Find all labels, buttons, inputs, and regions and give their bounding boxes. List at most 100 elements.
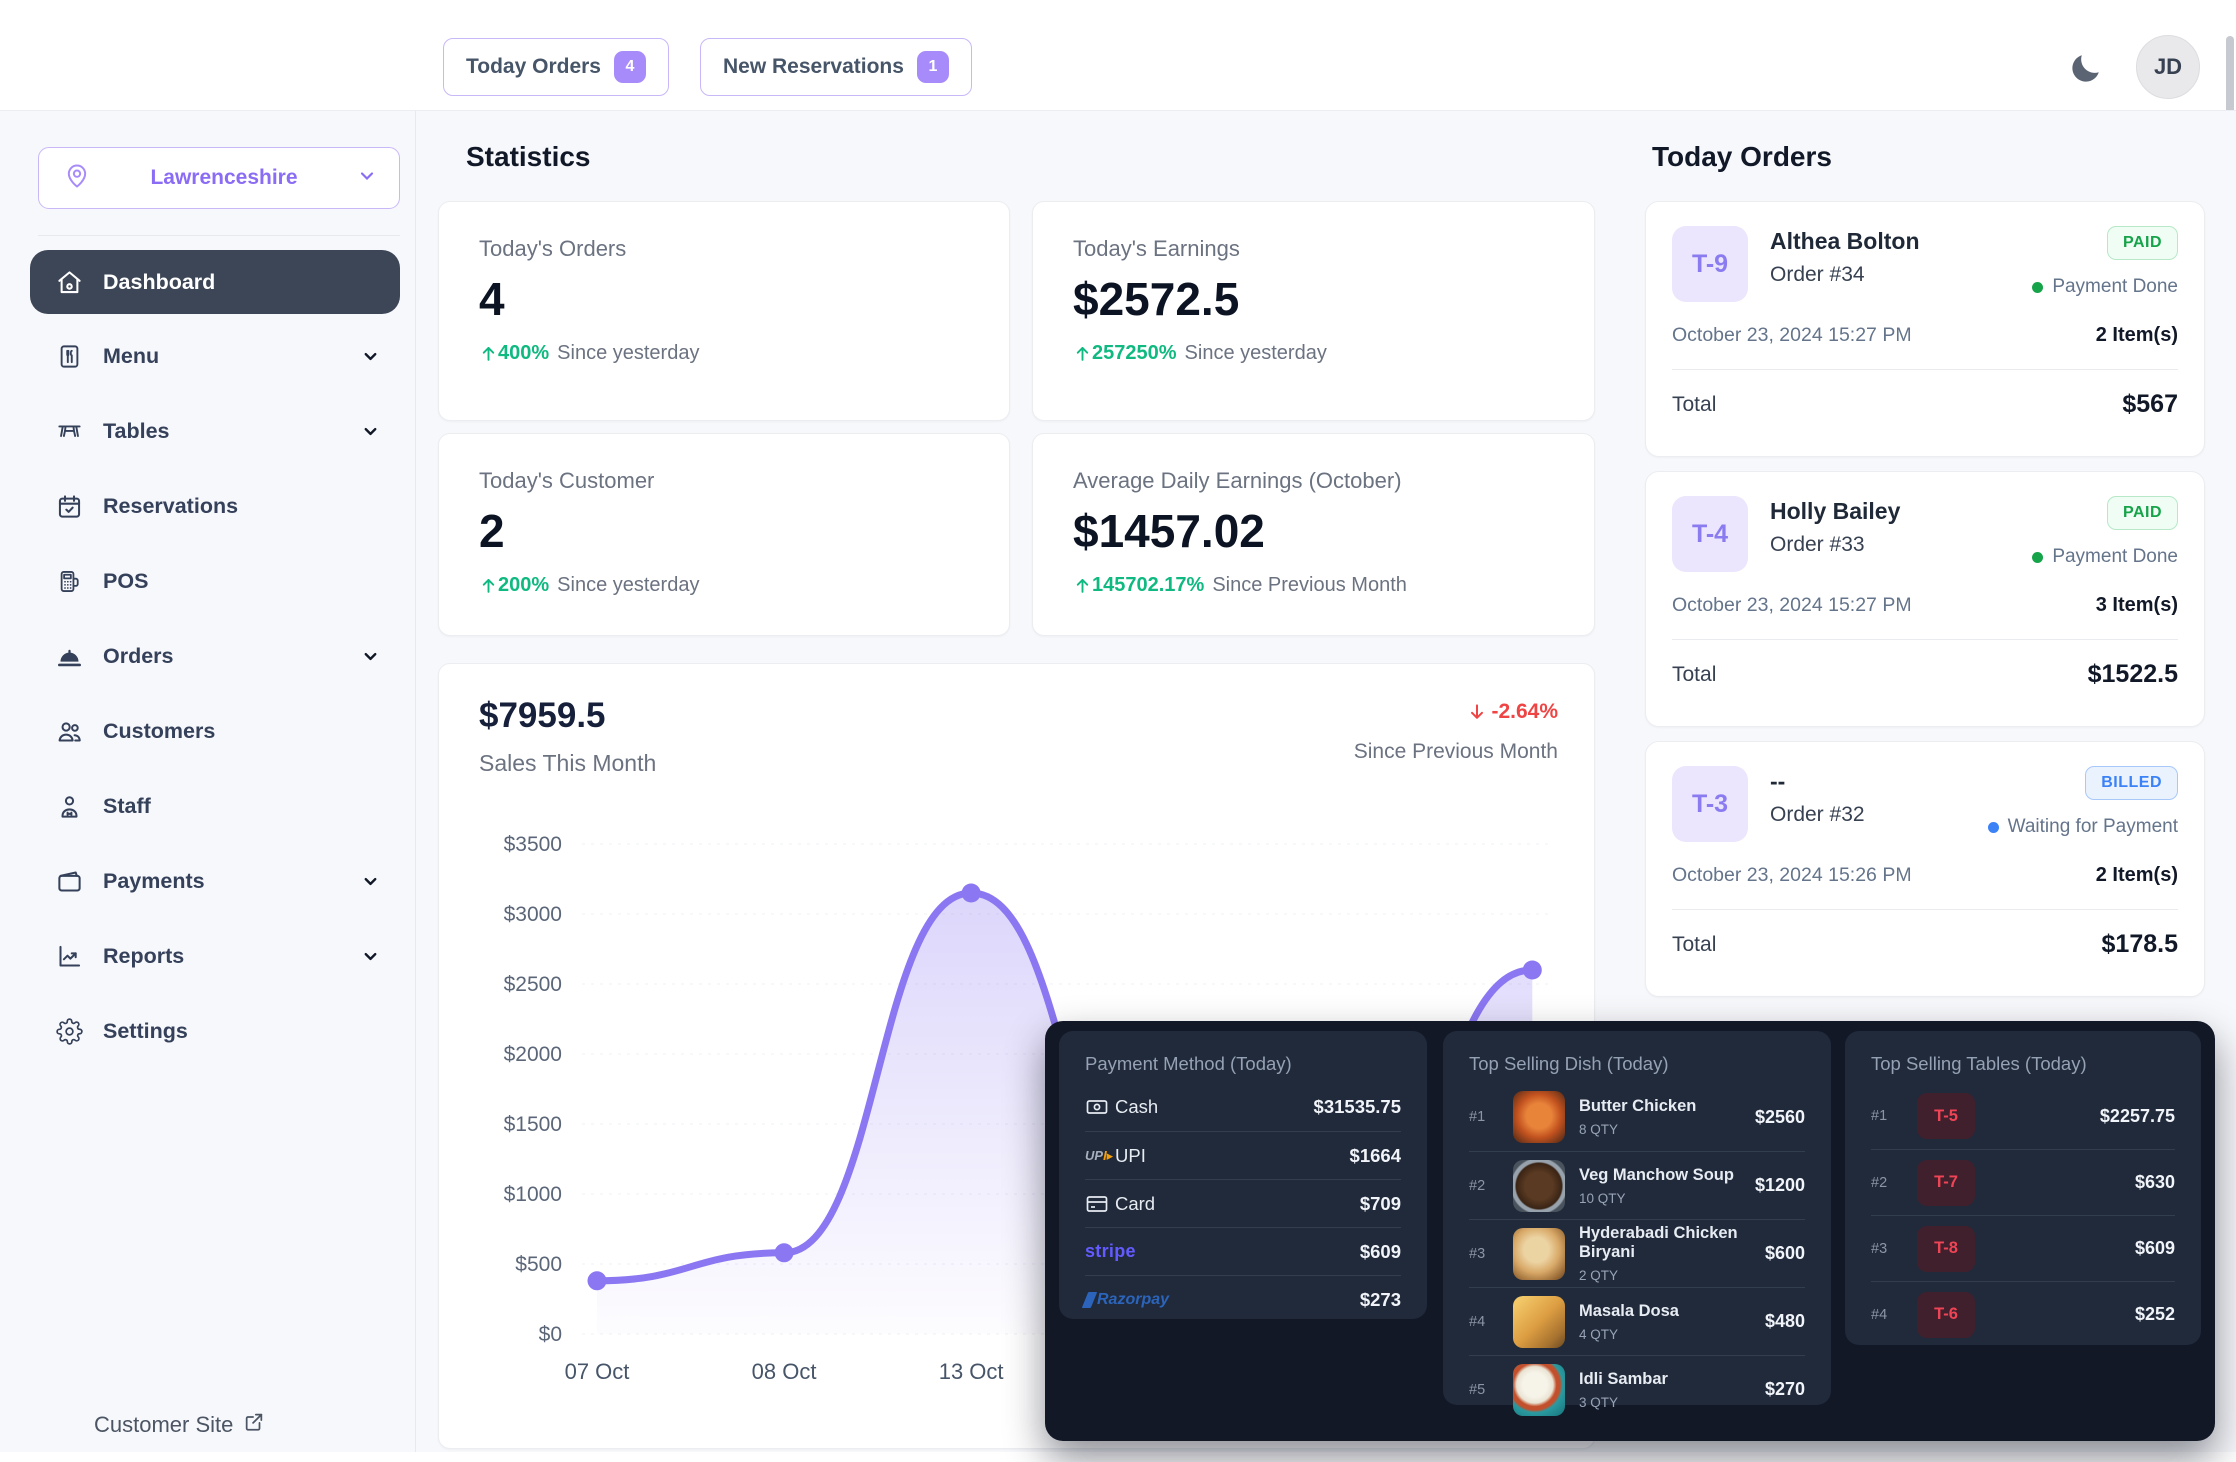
data-point[interactable] bbox=[774, 1243, 794, 1263]
customer-name: Holly Bailey bbox=[1770, 498, 1901, 524]
sidebar-item-payments[interactable]: Payments bbox=[30, 844, 400, 919]
dish-name: Idli Sambar bbox=[1579, 1369, 1668, 1388]
status-badge: PAID bbox=[2106, 496, 2178, 530]
sidebar-item-label: Payments bbox=[103, 869, 205, 893]
sidebar-item-label: Tables bbox=[103, 419, 170, 443]
cash-icon bbox=[1085, 1095, 1115, 1119]
card-icon bbox=[1085, 1192, 1115, 1216]
chevron-down-icon bbox=[361, 347, 380, 366]
sidebar-item-settings[interactable]: Settings bbox=[30, 994, 400, 1069]
dish-revenue: $2560 bbox=[1754, 1106, 1805, 1127]
order-card[interactable]: T-3 -- Order #32 BILLED Waiting for Paym… bbox=[1645, 741, 2205, 997]
customers-icon bbox=[56, 718, 83, 745]
y-axis-tick-label: $1500 bbox=[504, 1113, 562, 1136]
order-number: Order #34 bbox=[1770, 263, 1865, 286]
table-revenue: $252 bbox=[2134, 1304, 2175, 1324]
rank-label: #2 bbox=[1871, 1174, 1888, 1191]
order-total: $178.5 bbox=[2101, 930, 2178, 958]
dish-qty: 3 QTY bbox=[1579, 1394, 1619, 1410]
top-selling-dish-title: Top Selling Dish (Today) bbox=[1469, 1053, 1669, 1074]
sidebar-item-reservations[interactable]: Reservations bbox=[30, 469, 400, 544]
arrow-up-icon bbox=[1076, 347, 1089, 361]
payment-method-title: Payment Method (Today) bbox=[1085, 1053, 1292, 1074]
customer-site-link[interactable]: Customer Site bbox=[94, 1411, 265, 1439]
sidebar-item-menu[interactable]: Menu bbox=[30, 319, 400, 394]
order-datetime: October 23, 2024 15:27 PM bbox=[1672, 324, 1912, 346]
order-item-count: 3 Item(s) bbox=[2095, 594, 2178, 616]
order-card[interactable]: T-4 Holly Bailey Order #33 PAID Payment … bbox=[1645, 471, 2205, 727]
status-note: Payment Done bbox=[2032, 546, 2178, 568]
payment-method-value: $31535.75 bbox=[1313, 1096, 1401, 1117]
status-badge: PAID bbox=[2106, 226, 2178, 260]
chevron-down-icon bbox=[361, 422, 380, 441]
dish-qty: 10 QTY bbox=[1579, 1190, 1626, 1206]
sidebar-item-label: Dashboard bbox=[103, 269, 216, 294]
stat-card-title: Average Daily Earnings (October) bbox=[1073, 468, 1402, 493]
sidebar-item-customers[interactable]: Customers bbox=[30, 694, 400, 769]
location-label: Lawrenceshire bbox=[150, 166, 298, 189]
sidebar-item-label: POS bbox=[103, 569, 149, 593]
status-dot-icon bbox=[2032, 281, 2044, 293]
sidebar-item-label: Staff bbox=[103, 794, 151, 818]
status-dot-icon bbox=[1987, 821, 1999, 833]
order-card[interactable]: T-9 Althea Bolton Order #34 PAID Payment… bbox=[1645, 201, 2205, 457]
stat-card-value: $2572.5 bbox=[1073, 273, 1240, 325]
dish-image bbox=[1513, 1363, 1565, 1416]
sidebar-nav: Dashboard Menu Tables Reservations POS Orders… bbox=[30, 245, 400, 1069]
top-table-row: #4 T-6 $252 bbox=[1871, 1281, 2175, 1347]
sidebar-item-reports[interactable]: Reports bbox=[30, 919, 400, 994]
y-axis-tick-label: $3500 bbox=[504, 833, 562, 856]
home-icon bbox=[56, 269, 83, 296]
order-datetime: October 23, 2024 15:26 PM bbox=[1672, 864, 1912, 886]
top-dish-row: #4 Masala Dosa 4 QTY $480 bbox=[1469, 1287, 1805, 1355]
stat-card-title: Today's Earnings bbox=[1073, 236, 1240, 261]
payment-method-label: UPI bbox=[1115, 1144, 1146, 1166]
today-orders-button-label: Today Orders bbox=[466, 55, 601, 78]
settings-icon bbox=[56, 1018, 83, 1045]
order-number: Order #32 bbox=[1770, 803, 1865, 826]
top-selling-tables-title: Top Selling Tables (Today) bbox=[1871, 1053, 2087, 1074]
stat-card: Average Daily Earnings (October) $1457.02… bbox=[1032, 433, 1595, 636]
top-table-row: #3 T-8 $609 bbox=[1871, 1215, 2175, 1281]
data-point[interactable] bbox=[587, 1271, 607, 1291]
dark-mode-toggle[interactable] bbox=[2068, 50, 2104, 86]
stat-card-title: Today's Orders bbox=[479, 236, 627, 261]
payment-method-value: $709 bbox=[1359, 1192, 1401, 1214]
table-badge: T-7 bbox=[1917, 1159, 1975, 1206]
sidebar-item-orders[interactable]: Orders bbox=[30, 619, 400, 694]
rank-label: #3 bbox=[1469, 1245, 1486, 1262]
y-axis-tick-label: $500 bbox=[515, 1253, 562, 1276]
top-dish-row: #5 Idli Sambar 3 QTY $270 bbox=[1469, 1355, 1805, 1423]
sales-total: $7959.5 bbox=[479, 696, 606, 735]
y-axis-tick-label: $3000 bbox=[504, 903, 562, 926]
order-datetime: October 23, 2024 15:27 PM bbox=[1672, 594, 1912, 616]
data-point[interactable] bbox=[961, 883, 981, 903]
table-revenue: $609 bbox=[2134, 1238, 2175, 1258]
top-selling-dish-panel: Top Selling Dish (Today) #1 Butter Chicke… bbox=[1443, 1031, 1831, 1416]
avatar[interactable]: JD bbox=[2136, 35, 2200, 99]
total-label: Total bbox=[1672, 932, 1717, 956]
sidebar-item-tables[interactable]: Tables bbox=[30, 394, 400, 469]
location-pin-icon bbox=[63, 162, 91, 195]
sidebar-item-label: Reservations bbox=[103, 494, 239, 518]
rank-label: #4 bbox=[1469, 1313, 1486, 1330]
location-selector[interactable]: Lawrenceshire bbox=[38, 147, 400, 209]
dish-name: Veg Manchow Soup bbox=[1579, 1165, 1734, 1184]
sidebar-item-pos[interactable]: POS bbox=[30, 544, 400, 619]
arrow-down-icon bbox=[1471, 704, 1484, 719]
top-table-row: #2 T-7 $630 bbox=[1871, 1149, 2175, 1215]
sidebar-item-staff[interactable]: Staff bbox=[30, 769, 400, 844]
status-dot-icon bbox=[2032, 551, 2044, 563]
dish-image bbox=[1513, 1091, 1565, 1143]
stat-card-delta: 200% Since yesterday bbox=[479, 574, 969, 597]
customer-site-label: Customer Site bbox=[94, 1412, 234, 1437]
today-orders-button[interactable]: Today Orders 4 bbox=[443, 38, 669, 96]
dish-name: Butter Chicken bbox=[1579, 1097, 1697, 1115]
dish-qty: 8 QTY bbox=[1579, 1122, 1619, 1137]
new-reservations-button[interactable]: New Reservations 1 bbox=[700, 38, 972, 96]
sidebar-item-dashboard[interactable]: Dashboard bbox=[30, 250, 400, 314]
data-point[interactable] bbox=[1522, 960, 1542, 980]
new-reservations-count-badge: 1 bbox=[916, 51, 949, 83]
external-link-icon bbox=[243, 1411, 265, 1439]
page-content: Lawrenceshire Dashboard Menu Tables Reserva… bbox=[0, 110, 2236, 1452]
